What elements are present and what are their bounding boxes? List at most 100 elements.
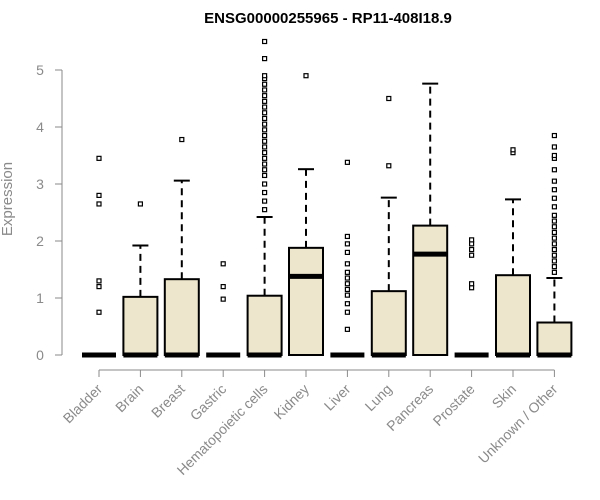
outlier-point: [262, 207, 268, 213]
outlier-point: [96, 278, 102, 284]
outlier-point: [551, 269, 558, 275]
outlier-point: [386, 163, 392, 169]
outlier-point: [551, 224, 558, 230]
outlier-point: [96, 192, 102, 198]
y-tick-label: 1: [36, 290, 44, 306]
x-tick-label: Lung: [362, 381, 395, 414]
outlier-point: [262, 127, 268, 133]
box-pancreas: [412, 82, 449, 356]
outlier-point: [262, 198, 268, 204]
chart-title: ENSG00000255965 - RP11-408I18.9: [204, 10, 452, 27]
box-unknown-other: [536, 132, 573, 358]
outlier-point: [262, 38, 268, 45]
x-tick-label: Bladder: [60, 381, 106, 427]
outlier-point: [551, 144, 558, 150]
box-liver: [330, 159, 365, 358]
outlier-point: [262, 181, 268, 187]
outlier-point: [262, 110, 268, 116]
outlier-point: [469, 252, 475, 258]
outlier-point: [344, 261, 350, 267]
box-body: [370, 290, 407, 357]
outlier-point: [262, 87, 268, 93]
outlier-point: [220, 284, 226, 290]
outlier-point: [551, 152, 558, 159]
outlier-point: [262, 81, 268, 87]
outlier-point: [262, 155, 268, 161]
outlier-point: [137, 201, 143, 207]
outlier-point: [551, 212, 558, 218]
outlier-point: [96, 284, 102, 290]
outlier-point: [262, 144, 268, 150]
y-tick-label: 3: [36, 176, 44, 192]
outlier-point: [551, 252, 558, 258]
outlier-point: [344, 326, 350, 332]
outlier-point: [96, 201, 102, 207]
outlier-point: [262, 150, 268, 156]
box-kidney: [288, 73, 324, 356]
outlier-point: [262, 93, 268, 99]
outlier-point: [96, 155, 102, 161]
outlier-point: [262, 132, 268, 139]
outlier-point: [262, 98, 268, 104]
outlier-point: [551, 167, 558, 173]
outlier-point: [551, 178, 558, 184]
box-gastric: [206, 261, 241, 358]
x-tick-label: Liver: [321, 381, 354, 414]
outlier-point: [179, 136, 185, 143]
outlier-point: [344, 241, 350, 247]
box-lung: [370, 95, 407, 358]
outlier-point: [551, 246, 558, 253]
outlier-point: [469, 237, 475, 243]
y-axis: 0 1 2 3 4 5: [36, 62, 63, 363]
x-tick-label: Unknown / Other: [475, 381, 561, 467]
outlier-point: [344, 309, 350, 315]
outlier-point: [262, 161, 268, 167]
outlier-point: [469, 281, 475, 287]
box-body: [163, 278, 200, 356]
box-breast: [163, 136, 200, 358]
outlier-point: [220, 261, 226, 267]
outlier-point: [344, 301, 350, 307]
outlier-point: [344, 233, 350, 240]
outlier-point: [96, 309, 102, 315]
y-tick-label: 2: [36, 233, 44, 249]
box-body: [412, 224, 449, 356]
x-tick-label: Prostate: [430, 381, 478, 429]
outlier-point: [344, 269, 350, 275]
outlier-point: [220, 296, 226, 302]
outlier-point: [303, 73, 309, 79]
outlier-point: [551, 235, 558, 241]
outlier-point: [262, 55, 268, 62]
x-tick-label: Skin: [489, 381, 520, 412]
outlier-point: [344, 275, 350, 281]
outlier-point: [344, 281, 350, 287]
y-axis-label: Expression: [0, 162, 16, 236]
outlier-point: [551, 218, 558, 224]
outlier-point: [551, 195, 558, 201]
box-body: [246, 294, 283, 356]
outlier-point: [344, 249, 350, 255]
y-tick-label: 4: [36, 119, 44, 135]
outlier-point: [262, 172, 268, 179]
box-brain: [122, 201, 159, 358]
y-tick-label: 0: [36, 347, 44, 363]
box-body: [288, 246, 324, 356]
x-tick-label: Kidney: [271, 381, 313, 423]
box-prostate: [454, 237, 489, 358]
box-body: [495, 274, 531, 357]
outlier-point: [262, 138, 268, 144]
outlier-point: [344, 292, 350, 298]
outlier-point: [551, 204, 558, 210]
outlier-point: [386, 95, 392, 102]
outlier-point: [469, 246, 475, 253]
outlier-point: [262, 104, 268, 110]
outlier-point: [344, 159, 350, 165]
outlier-point: [551, 264, 558, 270]
box-hematopoietic-cells: [246, 38, 283, 358]
outlier-point: [551, 187, 558, 193]
box-body: [122, 295, 159, 356]
y-tick-label: 5: [36, 62, 44, 78]
